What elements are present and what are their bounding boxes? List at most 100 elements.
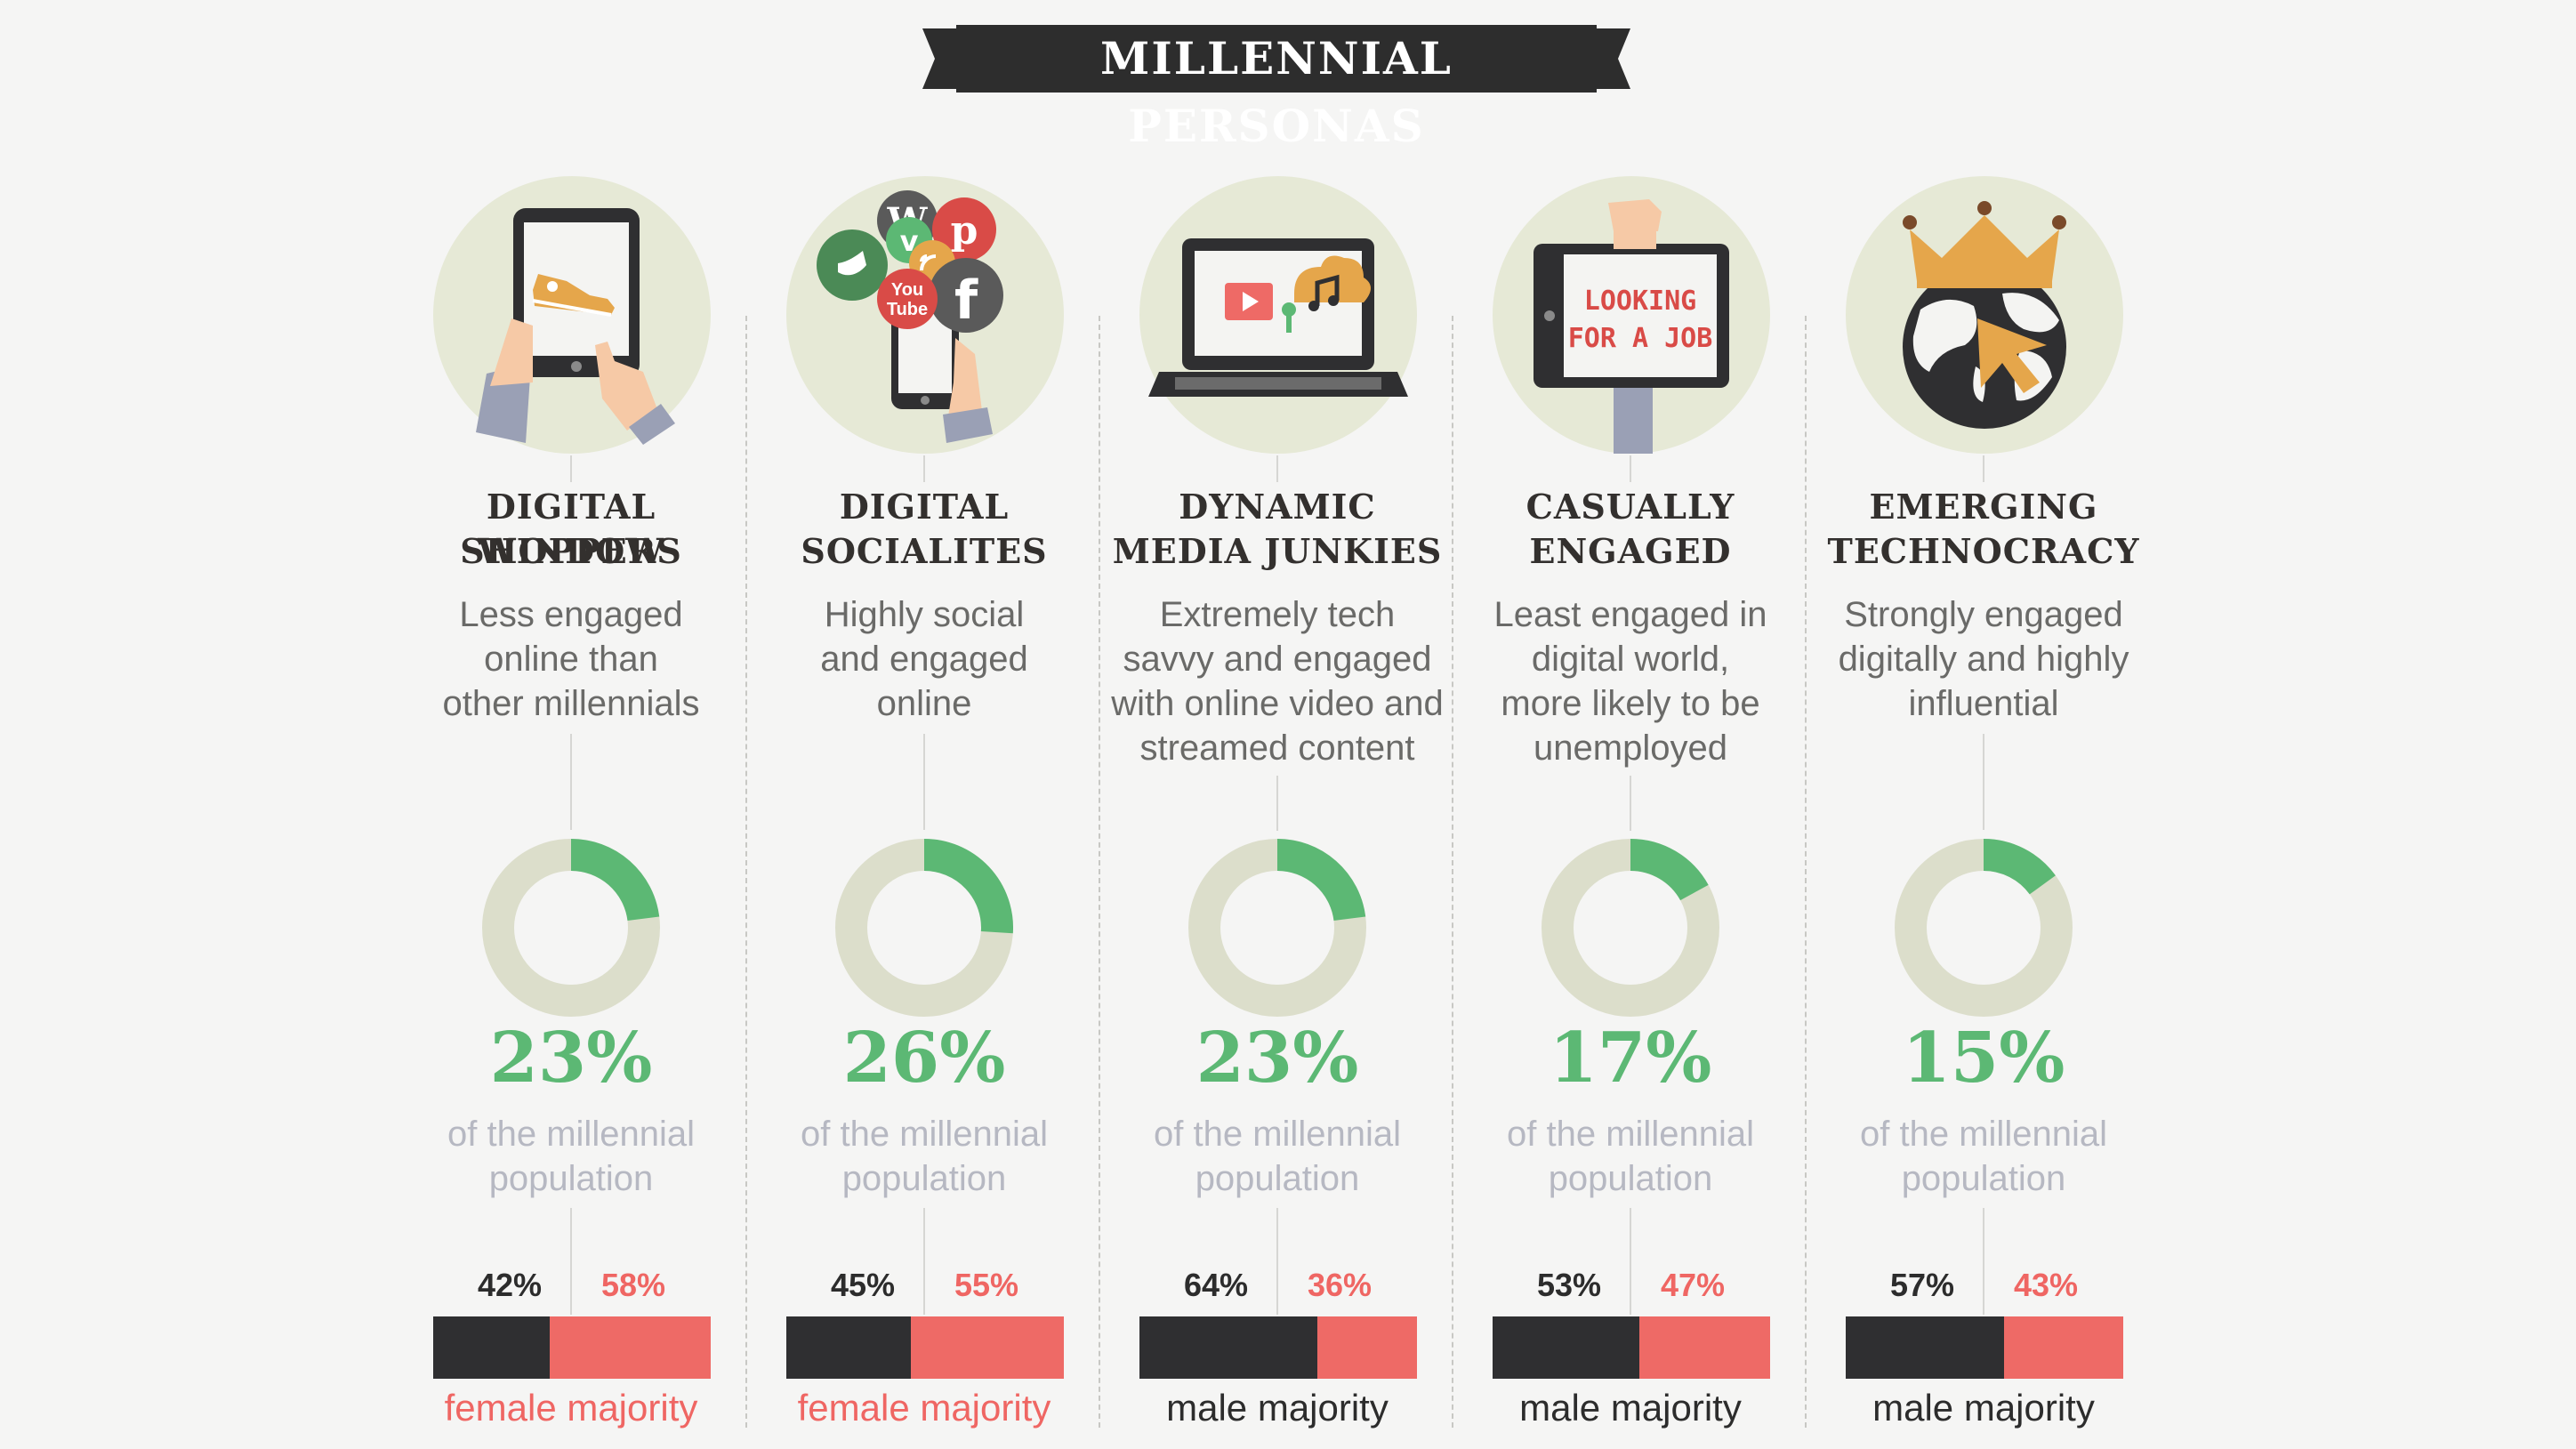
male-percentage: 57%	[1889, 1267, 1954, 1303]
persona-title-line: EMERGING	[1869, 487, 2098, 527]
persona-description-line: Highly social	[824, 595, 1025, 634]
persona-column-digital-socialites: W p v f You Tube DIGITAL SOCIALITES High…	[748, 0, 1100, 1449]
banner-ribbon-left	[922, 28, 956, 89]
column-divider	[1452, 316, 1453, 1428]
population-donut	[1542, 839, 1719, 1017]
gender-split-bar	[1139, 1316, 1417, 1379]
female-percentage: 47%	[1661, 1267, 1726, 1303]
male-percentage: 53%	[1536, 1267, 1601, 1303]
title-banner	[922, 25, 1630, 93]
crowned-globe-icon	[1846, 176, 2123, 454]
connector-line	[1983, 734, 1984, 830]
banner-ribbon-right	[1597, 28, 1630, 89]
majority-label: male majority	[1872, 1387, 2095, 1429]
population-donut	[1188, 839, 1366, 1017]
male-percentage: 45%	[830, 1267, 895, 1303]
female-bar-segment	[2003, 1316, 2123, 1379]
population-percentage: 23%	[489, 1018, 653, 1099]
persona-description-line: digital world,	[1531, 640, 1730, 679]
population-donut	[482, 839, 660, 1017]
population-percentage: 23%	[1195, 1018, 1359, 1099]
population-label-line: of the millennial	[801, 1115, 1048, 1154]
majority-label: female majority	[797, 1387, 1051, 1429]
persona-description-line: Least engaged in	[1493, 595, 1767, 634]
donut-slice-share	[1276, 839, 1366, 922]
persona-title-line: DIGITAL	[839, 487, 1010, 527]
connector-line	[923, 734, 925, 830]
tablet-shopping-icon	[433, 176, 711, 454]
female-bar-segment	[1316, 1316, 1417, 1379]
female-percentage: 43%	[2014, 1267, 2079, 1303]
connector-line	[1276, 1208, 1278, 1315]
persona-column-digital-window-shoppers: DIGITAL WINDOW SHOPPERS Less engaged onl…	[395, 0, 747, 1449]
population-label-line: of the millennial	[447, 1115, 695, 1154]
female-percentage: 58%	[601, 1267, 666, 1303]
persona-description-line: influential	[1908, 684, 2059, 723]
smartphone-social-icon: W p v f You Tube	[786, 176, 1064, 454]
svg-text:LOOKING: LOOKING	[1584, 286, 1696, 317]
population-label-line: of the millennial	[1507, 1115, 1754, 1154]
persona-title-line: TECHNOCRACY	[1827, 531, 2140, 571]
population-label-line: population	[1548, 1159, 1713, 1198]
donut-slice-share	[1983, 839, 2056, 895]
persona-description-line: online	[876, 684, 972, 723]
population-label-line: population	[1195, 1159, 1360, 1198]
job-sign-icon: LOOKING FOR A JOB	[1493, 176, 1770, 454]
svg-text:p: p	[951, 208, 978, 254]
persona-title-line: ENGAGED	[1529, 531, 1732, 571]
column-divider	[1805, 316, 1807, 1428]
persona-description-line: digitally and highly	[1838, 640, 2129, 679]
column-divider	[745, 316, 747, 1428]
female-percentage: 36%	[1308, 1267, 1373, 1303]
connector-line	[1630, 455, 1631, 482]
population-donut	[835, 839, 1013, 1017]
persona-description-line: and engaged	[820, 640, 1028, 679]
persona-description-line: unemployed	[1534, 729, 1727, 768]
persona-column-dynamic-media-junkies: DYNAMIC MEDIA JUNKIES Extremely tech sav…	[1101, 0, 1453, 1449]
persona-title-line: MEDIA JUNKIES	[1112, 531, 1443, 571]
connector-line	[1983, 1208, 1984, 1315]
connector-line	[570, 734, 572, 830]
persona-description-line: savvy and engaged	[1123, 640, 1432, 679]
persona-column-casually-engaged: LOOKING FOR A JOB CASUALLY ENGAGED Least…	[1454, 0, 1807, 1449]
male-percentage: 64%	[1183, 1267, 1248, 1303]
connector-line	[570, 1208, 572, 1315]
connector-line	[923, 1208, 925, 1315]
persona-description-line: online than	[484, 640, 658, 679]
donut-slice-share	[923, 839, 1013, 934]
male-percentage: 42%	[477, 1267, 542, 1303]
donut-slice-share	[1630, 839, 1709, 901]
population-percentage: 15%	[1902, 1018, 2065, 1099]
population-label-line: of the millennial	[1860, 1115, 2107, 1154]
persona-title-line: CASUALLY	[1525, 487, 1735, 527]
connector-line	[1276, 455, 1278, 482]
majority-label: male majority	[1519, 1387, 1742, 1429]
persona-description-line: more likely to be	[1501, 684, 1760, 723]
persona-description-line: other millennials	[442, 684, 700, 723]
persona-column-emerging-technocracy: EMERGING TECHNOCRACY Strongly engaged di…	[1807, 0, 2160, 1449]
banner-body	[956, 25, 1597, 93]
persona-description-line: streamed content	[1139, 729, 1415, 768]
svg-text:Tube: Tube	[887, 300, 928, 319]
donut-slice-share	[570, 839, 660, 922]
persona-description-line: Less engaged	[459, 595, 683, 634]
column-divider	[1099, 316, 1100, 1428]
male-bar-segment	[1139, 1316, 1317, 1379]
female-bar-segment	[1639, 1316, 1770, 1379]
male-bar-segment	[1493, 1316, 1640, 1379]
majority-label: male majority	[1166, 1387, 1389, 1429]
female-bar-segment	[911, 1316, 1064, 1379]
gender-split-bar	[1846, 1316, 2123, 1379]
female-percentage: 55%	[954, 1267, 1019, 1303]
majority-label: female majority	[444, 1387, 698, 1429]
gender-split-bar	[433, 1316, 711, 1379]
persona-title-line: SOCIALITES	[801, 531, 1048, 571]
persona-description-line: Strongly engaged	[1844, 595, 2123, 634]
svg-text:You: You	[891, 280, 923, 300]
connector-line	[1630, 1208, 1631, 1315]
svg-text:f: f	[954, 270, 978, 332]
gender-split-bar	[786, 1316, 1064, 1379]
gender-split-bar	[1493, 1316, 1770, 1379]
population-percentage: 26%	[842, 1018, 1006, 1099]
connector-line	[1630, 776, 1631, 831]
